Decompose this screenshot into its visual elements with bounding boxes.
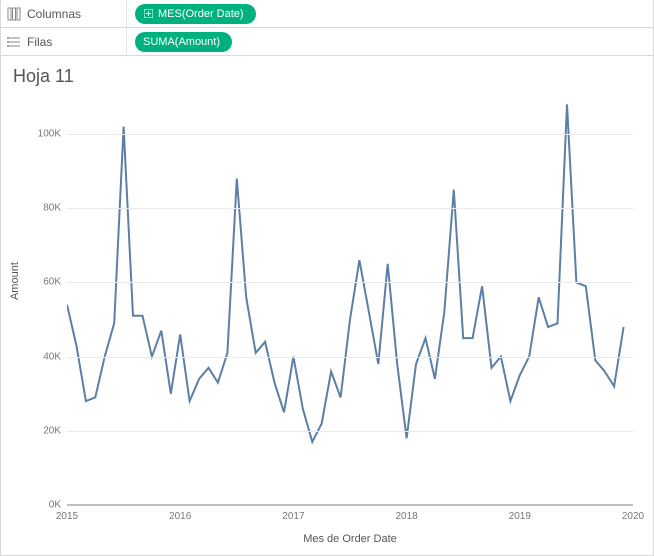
columns-pill-mes-order-date[interactable]: MES(Order Date) <box>135 4 256 24</box>
rows-label-text: Filas <box>27 35 52 49</box>
y-tick-label: 40K <box>43 351 67 362</box>
columns-shelf[interactable]: Columnas MES(Order Date) <box>0 0 654 28</box>
rows-pill-suma-amount[interactable]: SUMA(Amount) <box>135 32 232 52</box>
chart-area[interactable]: Amount 0K20K40K60K80K100K201520162017201… <box>13 93 641 545</box>
x-tick-label: 2020 <box>622 505 644 522</box>
pill-label: MES(Order Date) <box>158 8 244 20</box>
columns-icon <box>7 7 21 21</box>
rows-shelf-label: Filas <box>7 28 127 55</box>
columns-pill-area[interactable]: MES(Order Date) <box>127 0 647 27</box>
x-tick-label: 2019 <box>509 505 531 522</box>
worksheet-view: Hoja 11 Amount 0K20K40K60K80K100K2015201… <box>0 56 654 556</box>
x-tick-label: 2017 <box>282 505 304 522</box>
sheet-title: Hoja 11 <box>13 66 641 87</box>
x-tick-label: 2016 <box>169 505 191 522</box>
line-chart-svg <box>67 97 633 505</box>
columns-shelf-label: Columnas <box>7 0 127 27</box>
rows-shelf[interactable]: Filas SUMA(Amount) <box>0 28 654 56</box>
gridline <box>67 357 633 358</box>
x-tick-label: 2015 <box>56 505 78 522</box>
y-tick-label: 20K <box>43 425 67 436</box>
rows-pill-area[interactable]: SUMA(Amount) <box>127 28 647 55</box>
gridline <box>67 282 633 283</box>
gridline <box>67 134 633 135</box>
plus-icon <box>143 9 153 19</box>
data-line <box>67 104 624 442</box>
plot-area[interactable]: 0K20K40K60K80K100K2015201620172018201920… <box>67 97 633 505</box>
columns-label-text: Columnas <box>27 7 81 21</box>
x-axis-title: Mes de Order Date <box>67 533 633 545</box>
x-tick-label: 2018 <box>395 505 417 522</box>
gridline <box>67 208 633 209</box>
gridline <box>67 431 633 432</box>
y-tick-label: 80K <box>43 203 67 214</box>
y-axis-title: Amount <box>9 262 21 300</box>
y-tick-label: 60K <box>43 277 67 288</box>
rows-icon <box>7 35 21 49</box>
gridline <box>67 505 633 506</box>
pill-label: SUMA(Amount) <box>143 36 220 48</box>
y-tick-label: 100K <box>38 129 67 140</box>
